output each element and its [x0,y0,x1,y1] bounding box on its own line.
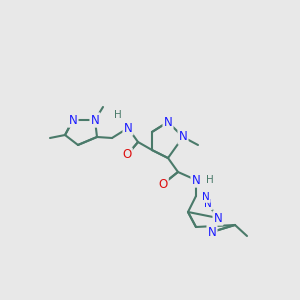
Text: N: N [124,122,132,134]
Text: N: N [208,226,216,238]
Text: N: N [214,212,222,224]
Text: N: N [178,130,188,143]
Text: N: N [69,113,77,127]
Text: N: N [91,113,99,127]
Text: H: H [206,175,214,185]
Text: O: O [122,148,132,161]
Text: N: N [204,199,212,209]
Text: N: N [192,173,200,187]
Text: N: N [164,116,172,128]
Text: H: H [114,110,122,120]
Text: N: N [202,192,210,202]
Text: O: O [158,178,168,190]
